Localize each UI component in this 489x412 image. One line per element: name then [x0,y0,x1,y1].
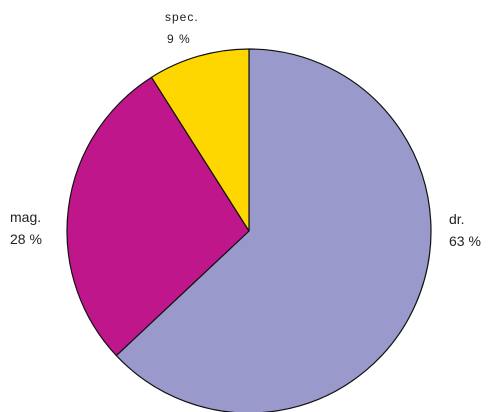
pie-slice-dr [115,48,432,412]
slice-label-mag-value: 28 % [10,231,42,247]
pie-slice-mag [66,76,250,357]
slice-label-dr-name: dr. [449,211,465,227]
slice-label-mag-name: mag. [10,209,41,225]
slice-label-spec-name: spec. [165,10,199,24]
slice-label-dr-value: 63 % [449,233,481,249]
pie-slices [66,48,432,412]
pie-slice-spec [150,48,250,232]
slice-label-spec-value: 9 % [167,32,191,46]
